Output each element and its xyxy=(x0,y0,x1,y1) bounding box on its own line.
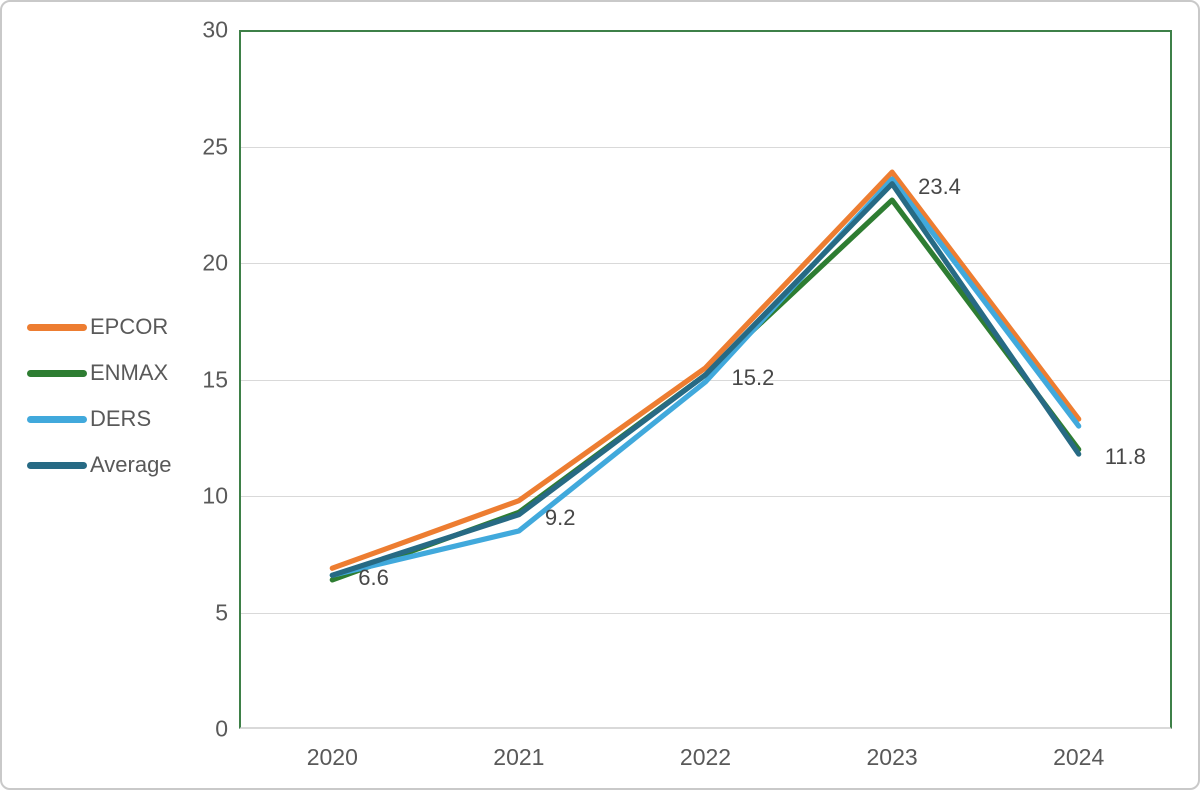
y-tick-label-15: 15 xyxy=(202,366,228,392)
y-tick-label-25: 25 xyxy=(202,133,228,159)
x-tick-label-2021: 2021 xyxy=(493,744,545,770)
gridline-20 xyxy=(241,263,1170,264)
legend: EPCOR ENMAX DERS Average xyxy=(27,313,172,479)
x-tick-label-2023: 2023 xyxy=(866,744,918,770)
gridline-25 xyxy=(241,146,1170,148)
series-line-epcor xyxy=(329,169,1082,571)
y-tick-label-0: 0 xyxy=(215,715,228,742)
data-label-2022: 15.2 xyxy=(731,364,775,390)
series-line-ders xyxy=(329,176,1082,578)
x-tick-label-2022: 2022 xyxy=(679,744,732,770)
series-line-enmax xyxy=(329,197,1082,583)
legend-swatch-epcor xyxy=(27,323,87,331)
gridline-5 xyxy=(241,612,1170,614)
legend-swatch-enmax xyxy=(27,369,87,377)
legend-label-epcor: EPCOR xyxy=(90,314,169,339)
gridline-10 xyxy=(241,496,1170,497)
legend-label-enmax: ENMAX xyxy=(90,360,169,385)
x-tick-label-2020: 2020 xyxy=(306,744,358,770)
y-tick-label-5: 5 xyxy=(215,599,228,625)
legend-label-average: Average xyxy=(90,452,172,477)
legend-item-average: Average xyxy=(27,451,172,479)
legend-item-epcor: EPCOR xyxy=(27,313,172,341)
legend-swatch-ders xyxy=(27,415,87,423)
legend-label-ders: DERS xyxy=(90,406,152,431)
x-tick-label-2024: 2024 xyxy=(1053,744,1105,770)
plot-area xyxy=(239,30,1172,729)
series-line-average xyxy=(329,181,1082,578)
legend-item-enmax: ENMAX xyxy=(27,359,172,387)
legend-swatch-average xyxy=(27,461,87,469)
legend-item-ders: DERS xyxy=(27,405,172,433)
data-label-2021: 9.2 xyxy=(544,504,576,530)
y-tick-label-30: 30 xyxy=(202,16,228,43)
data-label-2020: 6.6 xyxy=(358,565,389,591)
data-label-2023: 23.4 xyxy=(918,173,961,199)
y-tick-label-10: 10 xyxy=(202,482,228,509)
y-tick-label-20: 20 xyxy=(202,249,228,276)
data-label-2024: 11.8 xyxy=(1104,444,1146,470)
